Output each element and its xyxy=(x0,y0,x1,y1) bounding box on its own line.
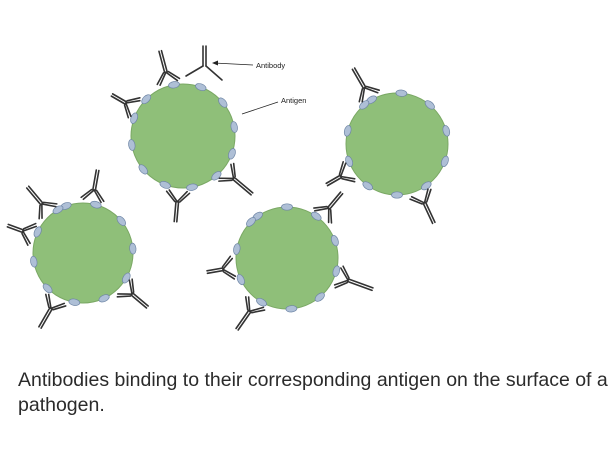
antigen xyxy=(442,125,451,137)
antigen xyxy=(42,283,53,294)
antigen xyxy=(218,97,228,108)
antibody xyxy=(325,160,356,187)
antibody-callout: Antibody xyxy=(212,60,285,70)
antibody xyxy=(185,45,223,81)
pathogen-layer xyxy=(32,83,449,310)
antibody-pointer-line xyxy=(213,62,254,66)
antibody xyxy=(156,49,181,87)
antibody xyxy=(333,265,374,292)
antigen xyxy=(159,181,171,189)
antigen xyxy=(441,155,449,168)
antigen xyxy=(256,297,267,307)
antibody xyxy=(6,222,38,246)
antibody-antigen-diagram: Antibody Antigen xyxy=(6,45,451,331)
antigen xyxy=(311,211,322,221)
antigen xyxy=(141,94,152,105)
antigen xyxy=(285,305,298,313)
antibody-label: Antibody xyxy=(256,61,285,70)
antigen xyxy=(90,200,102,209)
antibody xyxy=(409,188,436,225)
antigen xyxy=(138,164,148,175)
antigen xyxy=(332,265,341,277)
antigen xyxy=(233,243,241,255)
antigen-callout: Antigen xyxy=(241,96,306,115)
antigen xyxy=(195,83,207,91)
antigen-label: Antigen xyxy=(281,96,306,105)
antibody xyxy=(25,185,58,220)
antigen xyxy=(116,215,126,226)
pathogen-1 xyxy=(130,83,236,189)
antibody-layer xyxy=(6,45,436,331)
antigen xyxy=(391,191,403,199)
antigen xyxy=(281,203,293,211)
antibody-pointer-arrowhead xyxy=(212,60,218,66)
antibody xyxy=(218,162,254,196)
antibody xyxy=(206,255,237,280)
antibody xyxy=(110,93,141,119)
antigen xyxy=(230,121,238,133)
antigen xyxy=(129,242,137,255)
figure-caption: Antibodies binding to their correspondin… xyxy=(18,369,608,416)
antigen xyxy=(168,81,180,89)
antibody xyxy=(38,293,67,329)
antigen xyxy=(314,292,325,302)
antigen-pointer-line xyxy=(241,101,279,115)
antigen xyxy=(424,100,435,110)
antigen xyxy=(236,274,245,286)
antigen xyxy=(343,125,352,137)
antibody xyxy=(80,169,105,204)
antigen xyxy=(30,255,38,268)
antigen xyxy=(130,112,138,124)
antigen xyxy=(128,139,136,151)
antigen xyxy=(33,226,42,238)
antigen xyxy=(68,298,81,306)
antibody xyxy=(235,296,266,331)
antibody xyxy=(116,278,149,309)
antigen-layer xyxy=(30,81,451,313)
antigen xyxy=(246,217,256,227)
antibody xyxy=(351,67,381,103)
antigen xyxy=(228,148,236,160)
antibody xyxy=(165,189,191,223)
antigen xyxy=(362,181,373,191)
antigen xyxy=(331,234,339,247)
antibody xyxy=(313,191,344,224)
antigen xyxy=(395,89,408,97)
antigen xyxy=(98,294,110,303)
antigen xyxy=(186,183,198,191)
